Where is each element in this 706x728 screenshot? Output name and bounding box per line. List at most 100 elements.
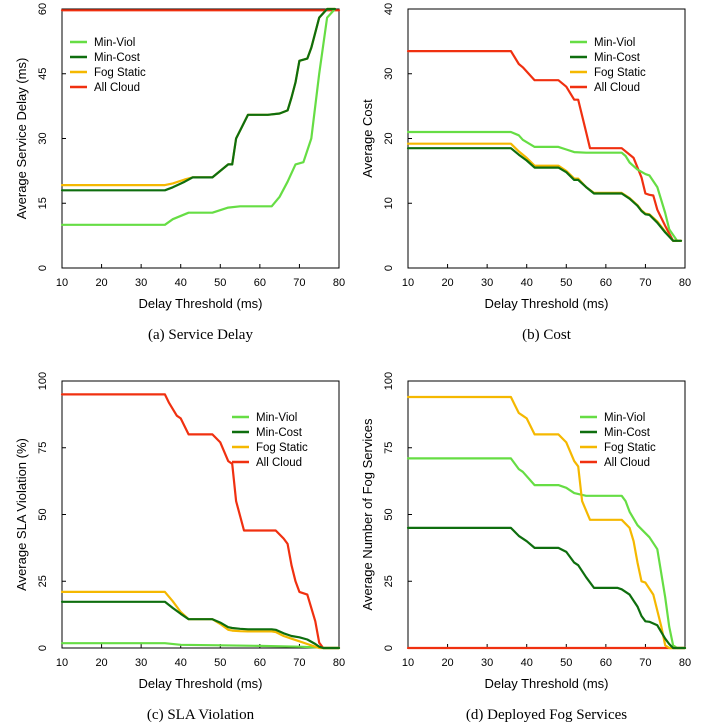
x-tick-label: 40 (175, 277, 187, 289)
y-tick-label: 10 (383, 197, 395, 209)
x-tick-label: 50 (560, 657, 572, 669)
y-tick-label: 0 (37, 645, 49, 651)
y-tick-label: 45 (37, 68, 49, 80)
series-line-fog-static (406, 395, 687, 650)
legend-label: Fog Static (594, 67, 646, 79)
series-line-min-cost (60, 7, 337, 192)
legend-label: Min-Cost (94, 52, 141, 64)
y-tick-label: 60 (37, 3, 49, 15)
y-tick-label: 75 (383, 442, 395, 454)
x-tick-label: 10 (56, 657, 68, 669)
y-tick-label: 25 (383, 575, 395, 587)
y-axis-label: Average Cost (360, 99, 375, 178)
y-tick-label: 50 (37, 508, 49, 520)
legend-label: Min-Viol (594, 37, 635, 49)
y-tick-label: 30 (383, 68, 395, 80)
x-axis-label: Delay Threshold (ms) (484, 296, 608, 311)
series-line-min-cost (406, 526, 687, 650)
y-tick-label: 25 (37, 575, 49, 587)
series-line-min-viol (60, 7, 337, 226)
legend-label: Fog Static (94, 67, 146, 79)
legend-label: Min-Viol (604, 412, 645, 424)
x-tick-label: 50 (214, 277, 226, 289)
x-tick-label: 30 (481, 277, 493, 289)
y-tick-label: 0 (37, 265, 49, 271)
legend-label: All Cloud (256, 457, 302, 469)
x-tick-label: 70 (293, 277, 305, 289)
x-tick-label: 60 (600, 657, 612, 669)
x-tick-label: 20 (95, 277, 107, 289)
y-axis-label: Average Service Delay (ms) (14, 58, 29, 220)
x-tick-label: 80 (679, 657, 691, 669)
y-tick-label: 15 (37, 197, 49, 209)
x-tick-label: 40 (175, 657, 187, 669)
x-tick-label: 50 (214, 657, 226, 669)
x-tick-label: 40 (521, 277, 533, 289)
subfigure-caption: (a) Service Delay (148, 327, 253, 343)
series-line-min-cost (60, 600, 341, 650)
x-axis-label: Delay Threshold (ms) (138, 296, 262, 311)
chart-panel-2: 10 20 30 40 50 60 70 80 0 25 50 75 100 Delay Threshol… (14, 372, 345, 723)
x-tick-label: 70 (293, 657, 305, 669)
legend-label: All Cloud (604, 457, 650, 469)
x-tick-label: 10 (56, 277, 68, 289)
y-tick-label: 100 (37, 372, 49, 390)
x-tick-label: 60 (254, 277, 266, 289)
series-line-min-viol (406, 130, 683, 242)
subfigure-caption: (d) Deployed Fog Services (466, 707, 627, 723)
y-tick-label: 40 (383, 3, 395, 15)
y-axis-label: Average SLA Violation (%) (14, 438, 29, 591)
x-axis-label: Delay Threshold (ms) (138, 676, 262, 691)
x-tick-label: 30 (135, 277, 147, 289)
x-tick-label: 20 (95, 657, 107, 669)
series-line-fog-static (60, 7, 337, 187)
chart-panel-3: 10 20 30 40 50 60 70 80 0 25 50 75 100 Delay Threshol… (360, 372, 691, 723)
legend-label: Min-Cost (594, 52, 641, 64)
subfigure-caption: (c) SLA Violation (147, 707, 255, 723)
x-tick-label: 70 (639, 657, 651, 669)
legend-label: All Cloud (94, 82, 140, 94)
x-tick-label: 60 (600, 277, 612, 289)
x-tick-label: 60 (254, 657, 266, 669)
series-line-all-cloud (406, 49, 683, 242)
legend-label: Min-Viol (94, 37, 135, 49)
chart-panel-0: 10 20 30 40 50 60 70 80 0 15 30 45 60 Delay Threshold… (14, 3, 345, 343)
legend-label: Min-Cost (256, 427, 303, 439)
x-tick-label: 20 (441, 657, 453, 669)
x-tick-label: 30 (481, 657, 493, 669)
y-tick-label: 75 (37, 442, 49, 454)
series-line-min-cost (406, 147, 683, 242)
x-tick-label: 80 (333, 277, 345, 289)
y-tick-label: 20 (383, 132, 395, 144)
series-line-min-viol (60, 642, 341, 650)
legend-label: Fog Static (256, 442, 308, 454)
series-line-fog-static (406, 142, 683, 242)
legend-label: Min-Viol (256, 412, 297, 424)
x-tick-label: 40 (521, 657, 533, 669)
y-tick-label: 30 (37, 132, 49, 144)
subfigure-caption: (b) Cost (522, 327, 572, 343)
series-line-min-viol (406, 457, 687, 650)
legend-label: All Cloud (594, 82, 640, 94)
x-tick-label: 10 (402, 277, 414, 289)
plot-frame (407, 8, 686, 269)
legend-label: Fog Static (604, 442, 656, 454)
x-tick-label: 50 (560, 277, 572, 289)
plot-frame (61, 380, 340, 649)
x-tick-label: 10 (402, 657, 414, 669)
legend-label: Min-Cost (604, 427, 651, 439)
x-tick-label: 20 (441, 277, 453, 289)
y-tick-label: 50 (383, 508, 395, 520)
y-tick-label: 100 (383, 372, 395, 390)
x-axis-label: Delay Threshold (ms) (484, 676, 608, 691)
y-tick-label: 0 (383, 265, 395, 271)
x-tick-label: 80 (679, 277, 691, 289)
x-tick-label: 30 (135, 657, 147, 669)
y-tick-label: 0 (383, 645, 395, 651)
y-axis-label: Average Number of Fog Services (360, 418, 375, 610)
series-line-all-cloud (60, 393, 341, 650)
chart-panel-1: 10 20 30 40 50 60 70 80 0 10 20 30 40 Delay Threshold… (360, 3, 691, 343)
x-tick-label: 80 (333, 657, 345, 669)
x-tick-label: 70 (639, 277, 651, 289)
